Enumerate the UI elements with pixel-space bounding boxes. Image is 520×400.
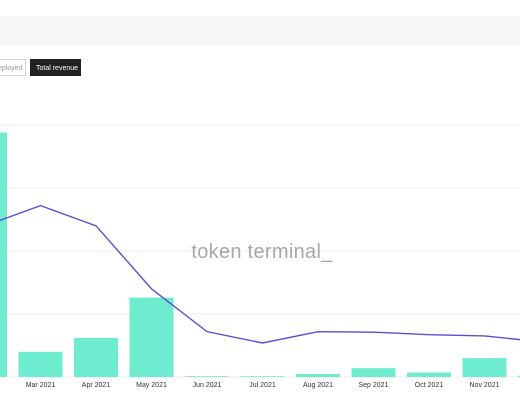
- filter-total-revenue-button[interactable]: Total revenue: [30, 59, 81, 76]
- x-tick-label: May 2021: [136, 382, 167, 389]
- x-tick-label: Nov 2021: [470, 382, 500, 389]
- bar-aug-2021: [296, 373, 340, 377]
- bar-feb-2021: [0, 132, 7, 377]
- bar-may-2021: [129, 297, 174, 377]
- bar-apr-2021: [74, 337, 118, 377]
- x-tick-label: Sep 2021: [359, 382, 389, 389]
- line-series: [0, 204, 520, 344]
- top-toolbar: [0, 16, 520, 46]
- x-tick-label: Aug 2021: [303, 382, 333, 389]
- filter-deployed-button[interactable]: eployed: [0, 59, 26, 76]
- x-tick-label: Jun 2021: [193, 382, 222, 389]
- bar-dec-2021: [518, 375, 520, 377]
- bar-jun-2021: [185, 376, 229, 377]
- bar-oct-2021: [407, 372, 451, 377]
- x-tick-label: Mar 2021: [26, 382, 56, 389]
- bar-mar-2021: [18, 351, 63, 377]
- bar-series: [0, 132, 520, 377]
- line-path: [0, 204, 520, 344]
- x-tick-label: Apr 2021: [82, 382, 111, 389]
- x-axis-ticks: Mar 2021 Apr 2021 May 2021 Jun 2021 Jul 2021…: [26, 382, 500, 389]
- bar-nov-2021: [462, 358, 507, 377]
- bar-sep-2021: [351, 368, 396, 377]
- bar-jul-2021: [240, 376, 285, 377]
- x-tick-label: Oct 2021: [415, 382, 444, 389]
- watermark: token terminal_: [191, 241, 333, 263]
- x-tick-label: Jul 2021: [249, 382, 276, 389]
